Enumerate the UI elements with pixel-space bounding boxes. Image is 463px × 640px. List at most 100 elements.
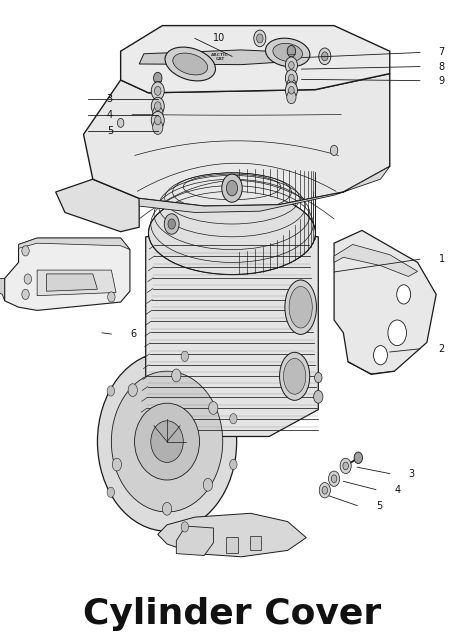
Circle shape — [151, 82, 164, 100]
Circle shape — [171, 369, 181, 382]
Circle shape — [107, 386, 114, 396]
Polygon shape — [83, 74, 389, 206]
Circle shape — [153, 72, 162, 84]
Polygon shape — [157, 513, 306, 557]
Circle shape — [128, 384, 137, 397]
Circle shape — [373, 346, 387, 365]
Ellipse shape — [111, 371, 222, 512]
Circle shape — [22, 246, 29, 256]
Circle shape — [313, 390, 322, 403]
Ellipse shape — [134, 403, 199, 480]
Circle shape — [112, 458, 121, 471]
Circle shape — [286, 91, 295, 104]
Polygon shape — [19, 238, 130, 250]
Ellipse shape — [150, 421, 183, 462]
Circle shape — [181, 351, 188, 362]
Circle shape — [162, 502, 171, 515]
Circle shape — [285, 57, 297, 74]
Circle shape — [164, 214, 179, 234]
Circle shape — [151, 97, 164, 115]
Polygon shape — [120, 26, 389, 93]
Circle shape — [285, 82, 297, 99]
Circle shape — [226, 180, 237, 196]
Text: ARCTIC
CAT: ARCTIC CAT — [211, 53, 229, 61]
Circle shape — [396, 285, 410, 304]
Polygon shape — [145, 227, 318, 436]
Circle shape — [229, 413, 237, 424]
Circle shape — [203, 478, 212, 491]
Circle shape — [151, 111, 164, 129]
Circle shape — [22, 289, 29, 300]
Polygon shape — [176, 526, 213, 556]
Circle shape — [24, 274, 31, 284]
Circle shape — [321, 52, 327, 61]
Circle shape — [229, 460, 237, 470]
Text: 4: 4 — [106, 110, 113, 120]
Circle shape — [253, 30, 265, 47]
Circle shape — [287, 45, 295, 57]
Ellipse shape — [165, 47, 215, 81]
Ellipse shape — [279, 352, 309, 401]
Circle shape — [387, 320, 406, 346]
Text: 3: 3 — [407, 468, 413, 479]
Circle shape — [314, 372, 321, 383]
FancyBboxPatch shape — [226, 538, 237, 553]
Polygon shape — [46, 274, 97, 291]
Circle shape — [107, 487, 114, 497]
Text: 9: 9 — [438, 76, 444, 86]
Ellipse shape — [265, 38, 309, 67]
Circle shape — [152, 106, 163, 120]
Polygon shape — [139, 166, 389, 212]
Circle shape — [181, 522, 188, 532]
Circle shape — [288, 86, 294, 94]
Circle shape — [285, 70, 297, 86]
Text: 2: 2 — [438, 344, 444, 354]
Polygon shape — [0, 278, 5, 301]
Polygon shape — [139, 50, 301, 65]
Circle shape — [318, 48, 330, 65]
Circle shape — [173, 56, 179, 65]
Ellipse shape — [97, 352, 236, 531]
Text: 3: 3 — [106, 94, 113, 104]
Ellipse shape — [272, 44, 302, 61]
Polygon shape — [37, 270, 116, 296]
Polygon shape — [333, 230, 435, 374]
Text: 5: 5 — [106, 125, 113, 136]
Circle shape — [330, 145, 337, 156]
Circle shape — [256, 34, 263, 43]
Ellipse shape — [172, 53, 207, 75]
Circle shape — [154, 102, 161, 111]
Circle shape — [154, 86, 161, 95]
Circle shape — [117, 118, 124, 127]
Circle shape — [107, 292, 115, 302]
Circle shape — [288, 74, 294, 82]
FancyBboxPatch shape — [249, 536, 260, 550]
Ellipse shape — [283, 358, 305, 394]
Text: 8: 8 — [438, 61, 444, 72]
Ellipse shape — [148, 191, 315, 275]
Text: 6: 6 — [130, 329, 136, 339]
Polygon shape — [56, 179, 139, 232]
Text: 7: 7 — [438, 47, 444, 58]
Circle shape — [168, 219, 175, 229]
Circle shape — [353, 452, 362, 463]
Circle shape — [154, 116, 161, 125]
Polygon shape — [5, 238, 130, 310]
Text: 10: 10 — [213, 33, 225, 44]
Circle shape — [321, 486, 327, 494]
Circle shape — [331, 475, 336, 483]
Circle shape — [342, 462, 348, 470]
Text: 5: 5 — [375, 500, 381, 511]
Polygon shape — [333, 244, 417, 276]
Ellipse shape — [288, 286, 312, 328]
Circle shape — [170, 52, 182, 69]
Ellipse shape — [284, 280, 316, 334]
Circle shape — [208, 402, 218, 415]
Circle shape — [286, 79, 295, 92]
Text: 1: 1 — [438, 254, 444, 264]
Text: Cylinder Cover: Cylinder Cover — [83, 597, 380, 632]
Circle shape — [328, 471, 339, 486]
Circle shape — [319, 483, 330, 498]
Circle shape — [339, 458, 350, 474]
Text: 4: 4 — [394, 484, 400, 495]
